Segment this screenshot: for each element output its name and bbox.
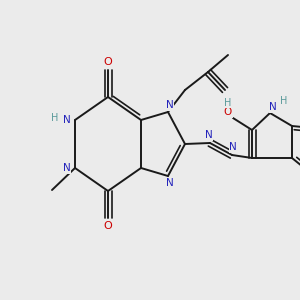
Text: N: N: [229, 142, 237, 152]
Text: H: H: [224, 98, 232, 108]
Text: H: H: [51, 113, 59, 123]
Text: N: N: [63, 115, 71, 125]
Text: N: N: [63, 163, 71, 173]
Text: O: O: [224, 107, 232, 117]
Text: O: O: [103, 57, 112, 67]
Text: H: H: [280, 96, 288, 106]
Text: N: N: [166, 100, 174, 110]
Text: O: O: [103, 221, 112, 231]
Text: N: N: [269, 102, 277, 112]
Text: N: N: [166, 178, 174, 188]
Text: N: N: [205, 130, 213, 140]
